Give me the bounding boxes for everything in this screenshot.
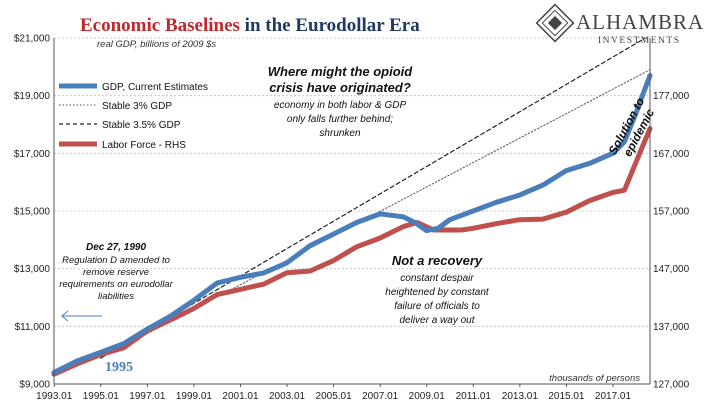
y-left-tick-label: $13,000: [14, 264, 51, 275]
title-part-2: in the Eurodollar Era: [240, 15, 420, 36]
chart-title: Economic Baselines in the Eurodollar Era: [80, 15, 420, 36]
axes: $9,000 $11,000 $13,000 $15,000 $17,000 $19,00…: [14, 34, 690, 403]
y-right-tick-label: 127,000: [653, 380, 690, 391]
brand-name: ALHAMBRA: [576, 10, 704, 34]
y-left-tick-label: $21,000: [14, 34, 51, 45]
legend-label-3pct: Stable 3% GDP: [102, 101, 172, 112]
alhambra-logo: ALHAMBRA INVESTMENTS: [535, 3, 704, 46]
x-tick-label: 1995.01: [83, 391, 120, 402]
y-right-tick-label: 167,000: [653, 149, 690, 160]
x-tick-label: 2015.01: [548, 391, 585, 402]
chart-subtitle: real GDP, billions of 2009 $s: [97, 39, 216, 50]
y-left-tick-label: $15,000: [14, 207, 51, 218]
dec-body-line-2: remove reserve: [83, 267, 149, 278]
recovery-body-line-1: constant despair: [400, 273, 474, 284]
dec-title: Dec 27, 1990: [86, 242, 146, 253]
recovery-title: Not a recovery: [392, 253, 483, 268]
dec-body-line-1: Regulation D amended to: [62, 255, 170, 266]
y-right-tick-label: 157,000: [653, 207, 690, 218]
left-arrow-icon: [61, 310, 102, 322]
dec-body-line-3: requirements on eurodollar: [59, 279, 173, 290]
annotation-opioid: Where might the opioid crisis have origi…: [268, 64, 413, 139]
plot-area: [51, 37, 653, 377]
year-1995-label: 1995: [105, 360, 133, 375]
dec-body-line-4: liabilities: [98, 291, 134, 302]
x-tick-label: 2005.01: [316, 391, 353, 402]
x-tick-label: 1999.01: [176, 391, 213, 402]
x-tick-label: 1993.01: [36, 391, 73, 402]
recovery-body-line-4: deliver a way out: [399, 315, 475, 326]
y-right-tick-label: 147,000: [653, 264, 690, 275]
opioid-body-line-2: only falls further behind;: [287, 114, 393, 125]
annotation-dec-1990: Dec 27, 1990 Regulation D amended to rem…: [59, 242, 173, 302]
annotation-recovery: Not a recovery constant despair heighten…: [385, 253, 490, 326]
x-tick-label: 2009.01: [409, 391, 446, 402]
x-tick-label: 2017.01: [595, 391, 632, 402]
right-axis-unit-label: thousands of persons: [549, 373, 640, 384]
opioid-body-line-3: shrunken: [319, 128, 361, 139]
x-tick-label: 1997.01: [129, 391, 166, 402]
y-left-tick-label: $9,000: [19, 380, 50, 391]
y-left-tick-label: $17,000: [14, 149, 51, 160]
legend-label-labor: Labor Force - RHS: [102, 140, 186, 151]
recovery-body-line-2: heightened by constant: [385, 287, 490, 298]
opioid-title-line-2: crisis have originated?: [269, 80, 411, 95]
legend-label-35pct: Stable 3.5% GDP: [102, 120, 181, 131]
y-left-tick-label: $11,000: [15, 322, 51, 333]
y-right-tick-label: 137,000: [653, 322, 690, 333]
x-tick-label: 2003.01: [269, 391, 306, 402]
legend-label-gdp: GDP, Current Estimates: [102, 82, 208, 93]
x-tick-label: 2013.01: [502, 391, 539, 402]
opioid-title-line-1: Where might the opioid: [268, 64, 413, 79]
recovery-body-line-3: failure of officials to: [394, 301, 480, 312]
legend: GDP, Current Estimates Stable 3% GDP Sta…: [59, 82, 208, 151]
series-line-labor-force-rhs: [51, 126, 653, 377]
y-right-tick-label: 177,000: [653, 91, 690, 102]
x-tick-label: 2007.01: [362, 391, 399, 402]
x-tick-label: 2001.01: [222, 391, 259, 402]
title-part-1: Economic Baselines: [80, 15, 240, 36]
series-line-gdp-current-estimates: [51, 73, 653, 375]
x-tick-label: 2011.01: [456, 391, 492, 402]
opioid-body-line-1: economy in both labor & GDP: [274, 100, 407, 111]
y-left-tick-label: $19,000: [14, 91, 51, 102]
logo-diamond-icon: [535, 3, 575, 43]
brand-sub: INVESTMENTS: [598, 36, 680, 46]
